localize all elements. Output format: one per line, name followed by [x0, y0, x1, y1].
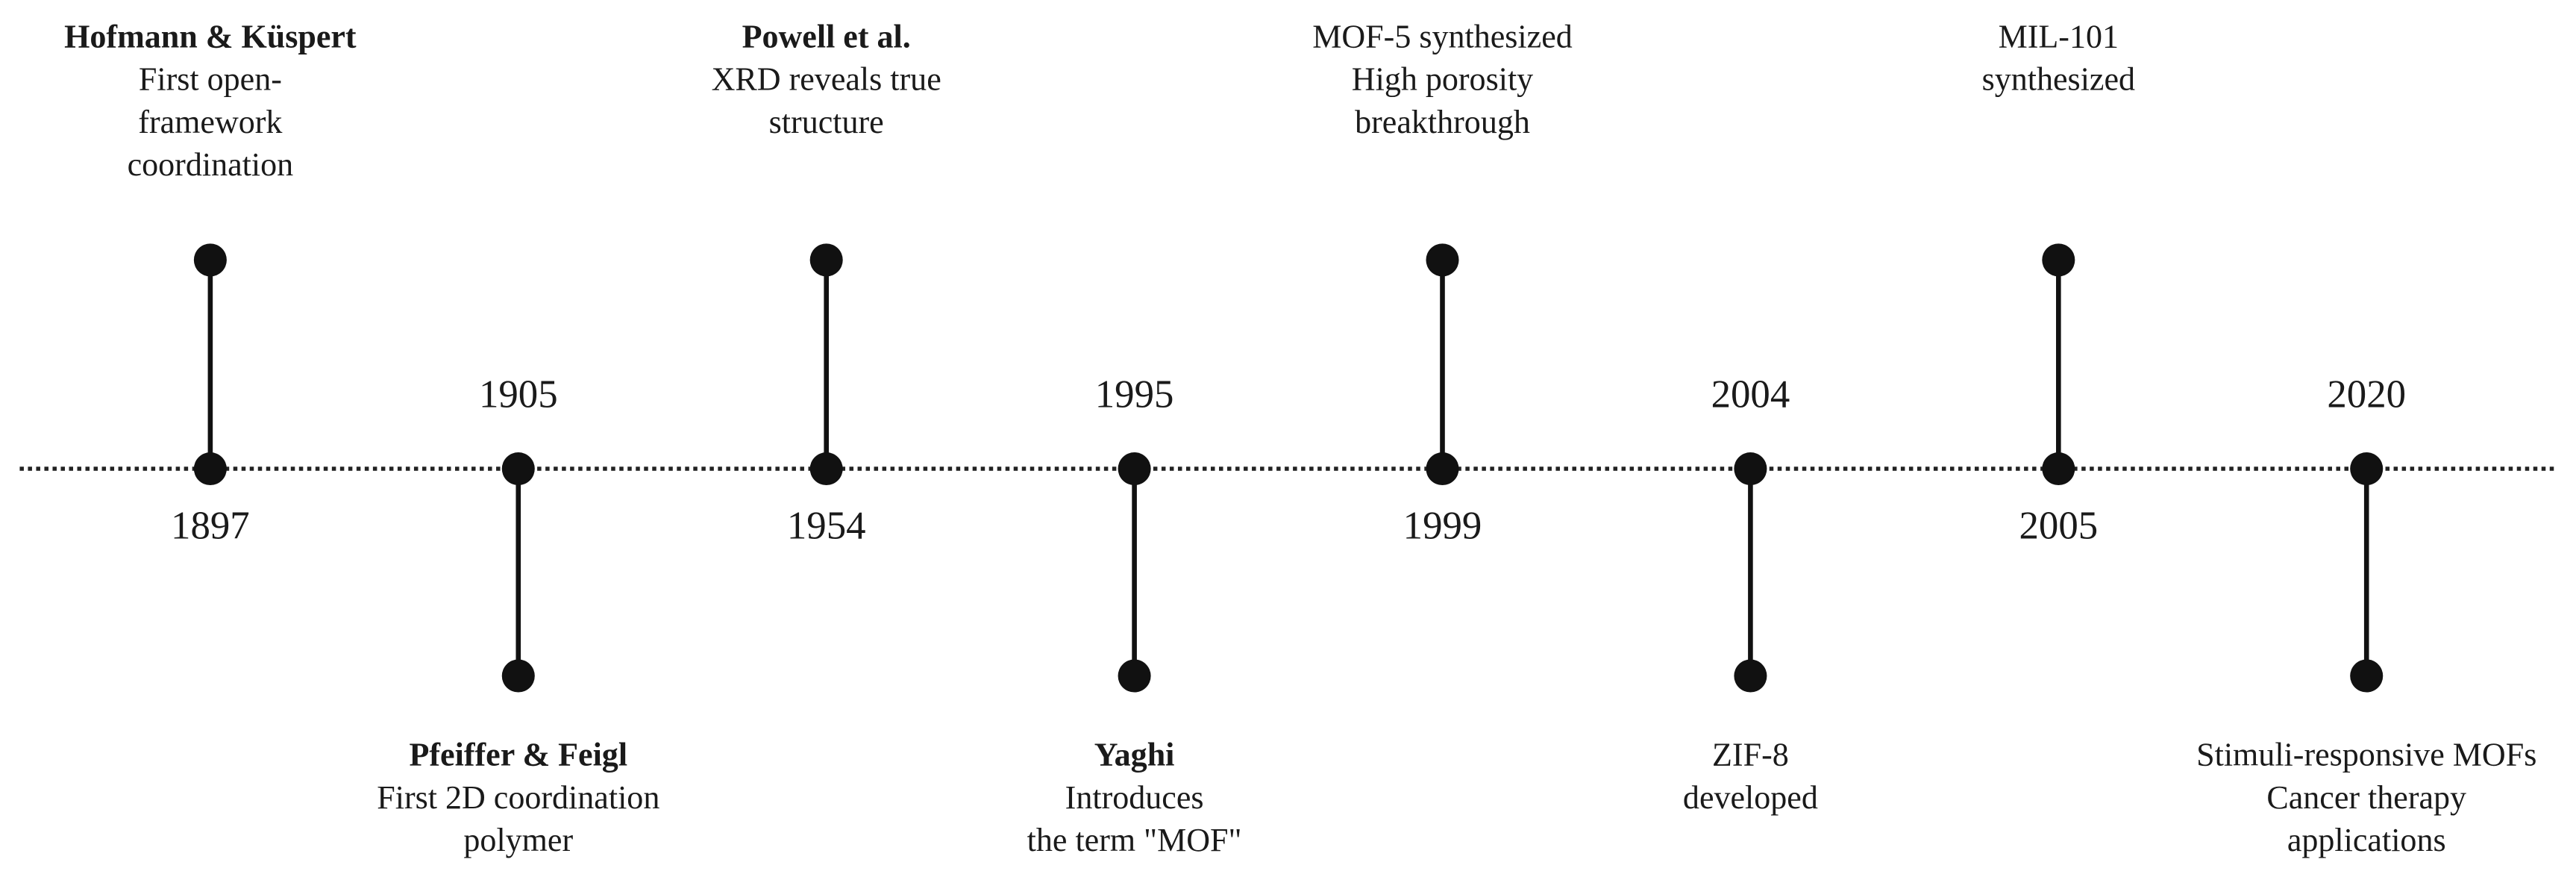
- event-text: the term "MOF": [1027, 822, 1242, 858]
- axis-dot: [809, 452, 843, 486]
- event-text: polymer: [463, 822, 573, 858]
- axis-dot: [2042, 452, 2075, 486]
- event-text: First 2D coordination: [377, 779, 659, 816]
- axis-dot: [2350, 452, 2384, 486]
- axis-dot: [193, 452, 227, 486]
- year: 1954: [787, 505, 866, 548]
- event-text: coordination: [128, 146, 294, 183]
- event-text: synthesized: [1982, 61, 2135, 98]
- end-dot: [1426, 243, 1459, 277]
- event-text: ZIF-8: [1712, 737, 1789, 773]
- end-dot: [2350, 659, 2384, 693]
- year: 1905: [479, 372, 558, 416]
- event-text: Cancer therapy: [2266, 779, 2466, 816]
- event-title: Powell et al.: [742, 18, 911, 54]
- event-text: structure: [769, 104, 884, 140]
- year: 2004: [1711, 372, 1790, 416]
- axis-dot: [1734, 452, 1767, 486]
- year: 2005: [2019, 505, 2098, 548]
- year: 1995: [1095, 372, 1174, 416]
- year: 1999: [1403, 505, 1482, 548]
- event-title: Pfeiffer & Feigl: [409, 737, 627, 773]
- axis-dot: [1118, 452, 1151, 486]
- end-dot: [193, 243, 227, 277]
- event-title: Yaghi: [1094, 737, 1175, 773]
- end-dot: [1118, 659, 1151, 693]
- end-dot: [809, 243, 843, 277]
- event-title: Hofmann & Küspert: [64, 18, 357, 54]
- event-text: applications: [2287, 822, 2446, 858]
- year: 1897: [171, 505, 250, 548]
- axis-dot: [501, 452, 535, 486]
- event-text: MIL-101: [1999, 18, 2119, 54]
- event-text: MOF-5 synthesized: [1312, 18, 1573, 54]
- axis-dot: [1426, 452, 1459, 486]
- end-dot: [2042, 243, 2075, 277]
- event-text: developed: [1683, 779, 1818, 816]
- end-dot: [501, 659, 535, 693]
- event-text: breakthrough: [1355, 104, 1530, 140]
- event-text: Introduces: [1065, 779, 1204, 816]
- event-text: Stimuli-responsive MOFs: [2196, 737, 2536, 773]
- event-text: High porosity: [1352, 61, 1533, 98]
- event-text: XRD reveals true: [712, 61, 941, 98]
- event-text: First open-: [139, 61, 282, 98]
- end-dot: [1734, 659, 1767, 693]
- year: 2020: [2327, 372, 2406, 416]
- event-text: framework: [138, 104, 283, 140]
